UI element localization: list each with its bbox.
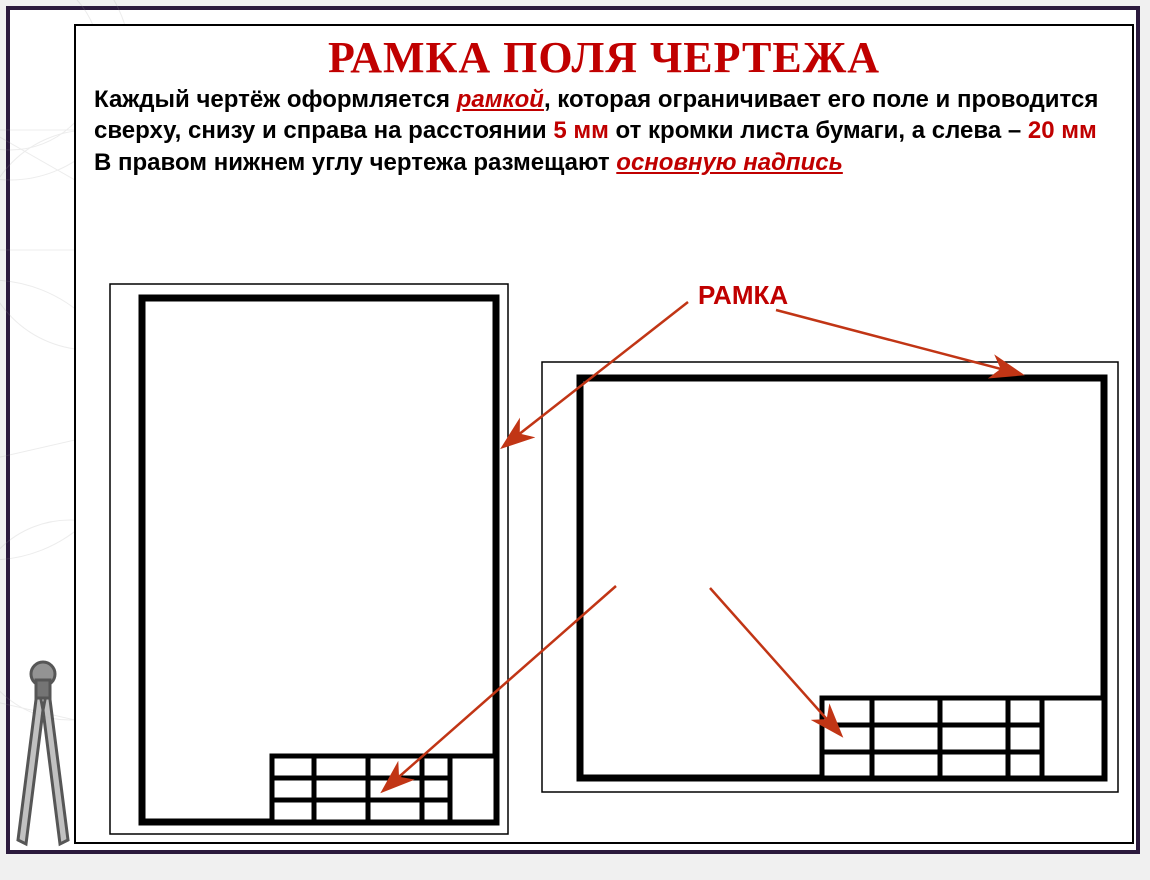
- p1-ramkoy: рамкой: [457, 86, 544, 113]
- portrait-title-block: [272, 756, 496, 822]
- p2-t1: В правом нижнем углу чертежа размещают: [94, 149, 616, 176]
- arrow-osnov-to-portrait: [384, 586, 616, 790]
- p2-osnov: основную надпись: [616, 149, 843, 176]
- paragraph-2: В правом нижнем углу чертежа размещают о…: [76, 146, 1132, 179]
- p1-t1: Каждый чертёж оформляется: [94, 86, 457, 113]
- arrow-ramka-to-landscape: [776, 310, 1020, 374]
- p1-20mm: 20 мм: [1028, 117, 1097, 144]
- p1-5mm: 5 мм: [553, 117, 609, 144]
- arrow-osnov-to-landscape: [710, 588, 840, 734]
- landscape-title-block: [822, 698, 1104, 778]
- label-osnov: ОСНОВНАЯ НАДПИСЬ: [622, 554, 914, 585]
- outer-frame: РАМКА ПОЛЯ ЧЕРТЕЖА Каждый чертёж оформля…: [6, 6, 1140, 854]
- paragraph-1: Каждый чертёж оформляется рамкой, котора…: [76, 83, 1132, 146]
- portrait-sheet: [110, 284, 508, 834]
- label-ramka: РАМКА: [698, 280, 788, 311]
- title: РАМКА ПОЛЯ ЧЕРТЕЖА: [76, 32, 1132, 83]
- arrows: [384, 302, 1020, 790]
- content-frame: РАМКА ПОЛЯ ЧЕРТЕЖА Каждый чертёж оформля…: [74, 24, 1134, 844]
- p1-t3: от кромки листа бумаги, а слева –: [609, 117, 1028, 144]
- arrow-ramka-to-portrait: [504, 302, 688, 446]
- compass-icon: [8, 650, 78, 850]
